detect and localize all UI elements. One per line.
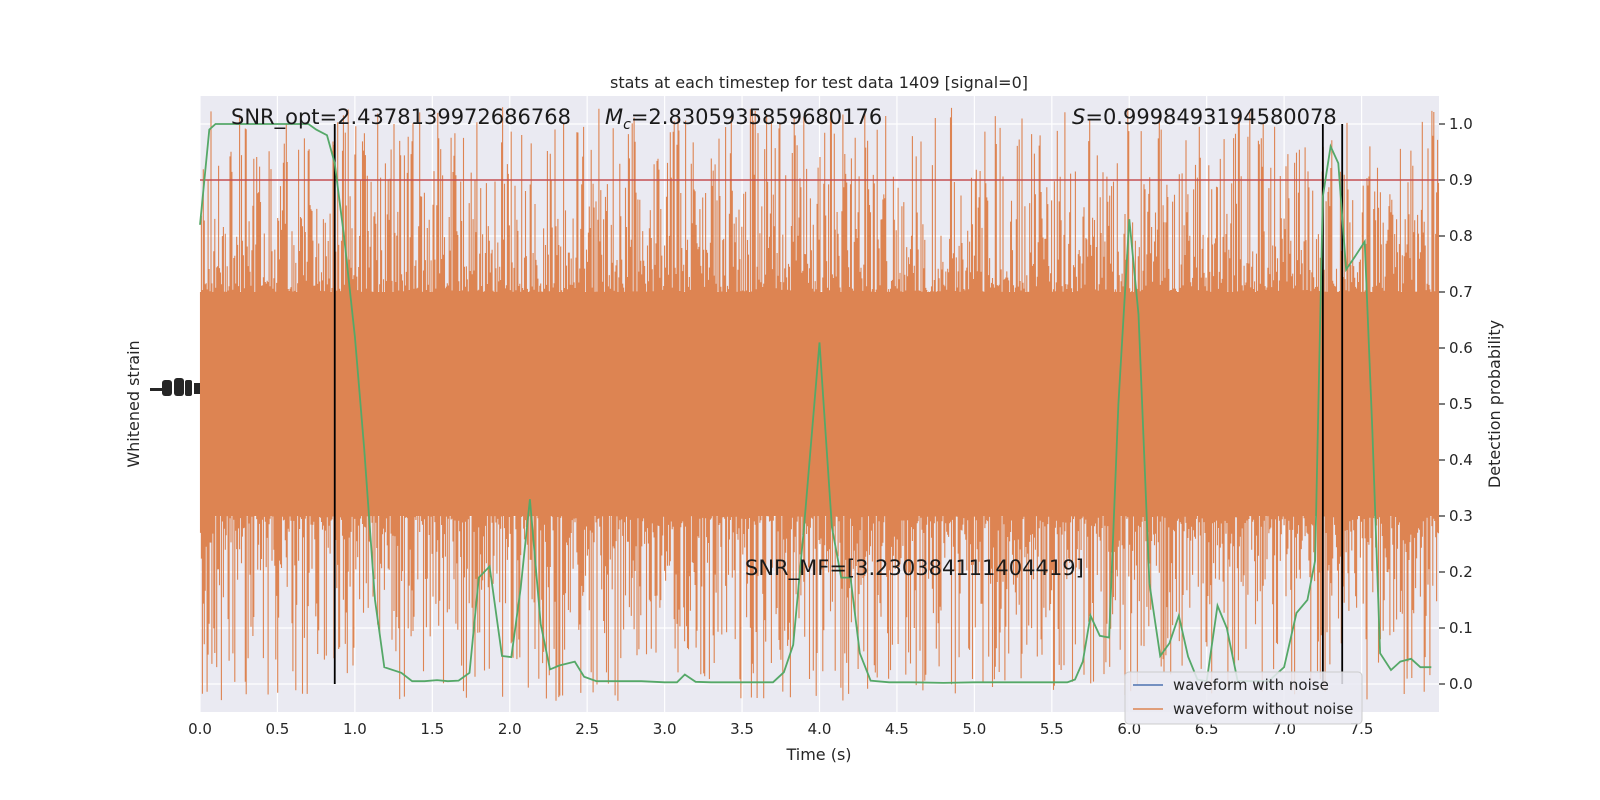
y-tick-label: 0.8 bbox=[1449, 227, 1473, 245]
y-tick-label: 0.5 bbox=[1449, 395, 1473, 413]
legend-label-with-noise: waveform with noise bbox=[1173, 676, 1329, 694]
chirp-mass-annotation: Mc=2.8305935859680176 bbox=[605, 105, 882, 133]
x-tick-label: 0.5 bbox=[266, 720, 290, 738]
y-tick-label: 1.0 bbox=[1449, 115, 1473, 133]
x-tick-label: 0.0 bbox=[188, 720, 212, 738]
x-tick-label: 5.5 bbox=[1040, 720, 1064, 738]
x-tick-label: 3.5 bbox=[730, 720, 754, 738]
y-axis-right-label: Detection probability bbox=[1485, 320, 1504, 488]
x-tick-label: 4.0 bbox=[808, 720, 832, 738]
y-tick-label: 0.1 bbox=[1449, 619, 1473, 637]
legend: waveform with noise waveform without noi… bbox=[1124, 671, 1363, 725]
x-tick-label: 5.0 bbox=[962, 720, 986, 738]
s-statistic-annotation: S=0.9998493194580078 bbox=[1072, 105, 1337, 129]
y-axis-right-ticks: 0.0 0.1 0.2 0.3 0.4 0.5 0.6 0.7 0.8 0.9 1.0 bbox=[1439, 115, 1473, 693]
y-tick-label: 0.2 bbox=[1449, 563, 1473, 581]
x-tick-label: 2.0 bbox=[498, 720, 522, 738]
waveform-spikes bbox=[199, 107, 1440, 701]
x-tick-label: 1.5 bbox=[420, 720, 444, 738]
snr-mf-annotation: SNR_MF=[3.230384111404419] bbox=[745, 556, 1084, 581]
snr-opt-annotation: SNR_opt=2.4378139972686768 bbox=[231, 105, 571, 130]
y-tick-label: 0.4 bbox=[1449, 451, 1473, 469]
x-tick-label: 3.0 bbox=[653, 720, 677, 738]
y-tick-label: 0.6 bbox=[1449, 339, 1473, 357]
legend-box bbox=[1124, 671, 1363, 725]
detection-probability-line bbox=[199, 123, 1432, 684]
x-tick-label: 1.0 bbox=[343, 720, 367, 738]
chart-title: stats at each timestep for test data 140… bbox=[610, 73, 1028, 92]
y-tick-label: 0.7 bbox=[1449, 283, 1473, 301]
x-tick-label: 2.5 bbox=[575, 720, 599, 738]
legend-label-without-noise: waveform without noise bbox=[1173, 700, 1353, 718]
x-axis-label: Time (s) bbox=[785, 745, 851, 764]
y-tick-label: 0.3 bbox=[1449, 507, 1473, 525]
y-tick-label: 0.9 bbox=[1449, 171, 1473, 189]
waveform-without-noise-series bbox=[199, 107, 1440, 701]
y-axis-left-label: Whitened strain bbox=[124, 340, 143, 467]
y-tick-label: 0.0 bbox=[1449, 675, 1473, 693]
left-axis-tick-clutter bbox=[150, 378, 200, 396]
x-tick-label: 4.5 bbox=[885, 720, 909, 738]
